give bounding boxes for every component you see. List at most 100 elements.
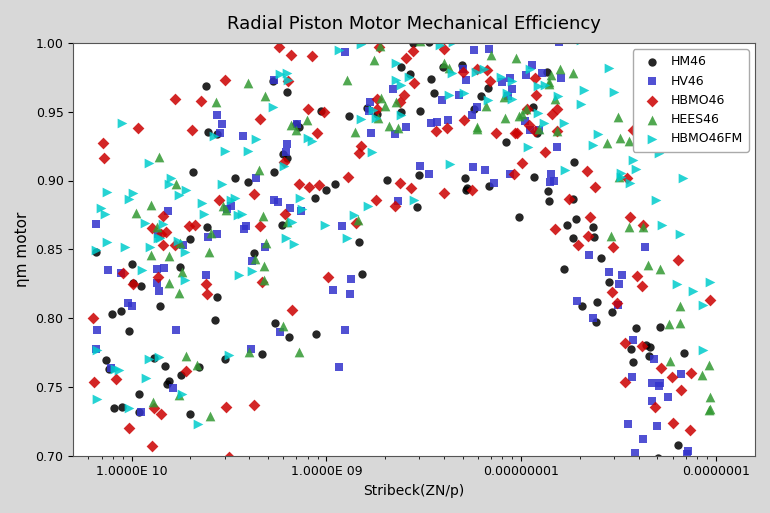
HEES46 bbox=[169, 181, 182, 189]
HBMO46FM bbox=[671, 280, 683, 288]
HBMO46 bbox=[256, 278, 268, 286]
HM46 bbox=[595, 253, 608, 262]
HM46 bbox=[229, 174, 242, 182]
HEES46 bbox=[219, 206, 232, 214]
HBMO46FM bbox=[532, 82, 544, 90]
HM46 bbox=[184, 235, 196, 243]
HBMO46 bbox=[123, 424, 136, 432]
HEES46 bbox=[259, 92, 271, 100]
HV46 bbox=[105, 364, 117, 372]
HBMO46 bbox=[530, 91, 542, 99]
HM46 bbox=[640, 341, 652, 349]
HM46 bbox=[268, 168, 280, 176]
HV46 bbox=[681, 500, 694, 508]
HBMO46 bbox=[648, 403, 661, 411]
HV46 bbox=[199, 270, 212, 279]
HEES46 bbox=[179, 351, 192, 360]
HBMO46 bbox=[169, 95, 182, 103]
HBMO46 bbox=[155, 230, 167, 239]
HBMO46FM bbox=[470, 68, 483, 76]
HBMO46FM bbox=[524, 65, 537, 73]
HV46 bbox=[675, 370, 687, 378]
HBMO46 bbox=[189, 221, 201, 229]
HEES46 bbox=[285, 121, 297, 129]
HM46 bbox=[381, 175, 393, 184]
HBMO46FM bbox=[351, 15, 363, 24]
HBMO46FM bbox=[122, 194, 135, 203]
HBMO46FM bbox=[652, 149, 665, 157]
HBMO46FM bbox=[179, 186, 192, 194]
HBMO46 bbox=[631, 271, 644, 280]
HBMO46FM bbox=[444, 91, 456, 100]
HM46 bbox=[371, 110, 383, 118]
HBMO46FM bbox=[280, 234, 293, 242]
HBMO46FM bbox=[434, 41, 447, 49]
HV46 bbox=[151, 279, 163, 287]
HBMO46 bbox=[194, 96, 206, 105]
HM46 bbox=[468, 105, 480, 113]
HM46 bbox=[587, 223, 599, 231]
HM46 bbox=[173, 263, 186, 271]
HV46 bbox=[603, 268, 615, 276]
HBMO46FM bbox=[302, 134, 314, 142]
HBMO46FM bbox=[91, 346, 103, 354]
HV46 bbox=[436, 96, 448, 104]
HBMO46 bbox=[572, 241, 584, 249]
HM46 bbox=[672, 441, 685, 449]
HV46 bbox=[389, 130, 401, 138]
HM46 bbox=[184, 410, 196, 418]
HBMO46 bbox=[529, 73, 541, 82]
HV46 bbox=[246, 258, 258, 266]
HEES46 bbox=[145, 201, 157, 209]
HBMO46 bbox=[618, 378, 631, 386]
HBMO46FM bbox=[615, 169, 628, 177]
HV46 bbox=[91, 326, 103, 334]
HM46 bbox=[460, 186, 472, 194]
HEES46 bbox=[533, 125, 545, 133]
HM46 bbox=[200, 83, 213, 91]
HM46 bbox=[425, 75, 437, 83]
HEES46 bbox=[641, 261, 654, 269]
HBMO46FM bbox=[627, 155, 639, 164]
HBMO46 bbox=[273, 43, 286, 51]
HEES46 bbox=[604, 232, 617, 240]
HBMO46 bbox=[87, 314, 99, 322]
HEES46 bbox=[379, 102, 391, 110]
HV46 bbox=[706, 500, 718, 508]
HBMO46FM bbox=[172, 237, 185, 245]
HEES46 bbox=[258, 262, 270, 270]
HBMO46 bbox=[588, 183, 601, 191]
HBMO46 bbox=[219, 75, 231, 84]
HV46 bbox=[646, 379, 658, 387]
HBMO46FM bbox=[286, 219, 298, 227]
HBMO46FM bbox=[92, 396, 104, 404]
HM46 bbox=[161, 380, 173, 388]
HBMO46FM bbox=[655, 221, 668, 229]
HBMO46 bbox=[607, 243, 619, 251]
HM46 bbox=[90, 248, 102, 256]
HM46 bbox=[407, 39, 420, 47]
HBMO46 bbox=[182, 222, 195, 230]
HBMO46 bbox=[624, 212, 637, 221]
HEES46 bbox=[152, 153, 165, 161]
HV46 bbox=[295, 207, 307, 215]
HBMO46 bbox=[509, 128, 521, 136]
HV46 bbox=[648, 355, 660, 363]
HBMO46 bbox=[407, 47, 419, 55]
HV46 bbox=[571, 298, 583, 306]
HBMO46 bbox=[117, 269, 129, 277]
HM46 bbox=[403, 69, 416, 77]
HBMO46 bbox=[303, 30, 316, 38]
HBMO46FM bbox=[340, 234, 353, 242]
HM46 bbox=[276, 221, 289, 229]
HV46 bbox=[333, 0, 345, 6]
HM46 bbox=[701, 482, 714, 490]
HBMO46FM bbox=[242, 147, 254, 155]
HBMO46 bbox=[286, 306, 298, 314]
HBMO46 bbox=[529, 127, 541, 135]
HV46 bbox=[326, 285, 339, 293]
HV46 bbox=[535, 69, 547, 77]
HM46 bbox=[267, 77, 280, 85]
HM46 bbox=[484, 182, 496, 190]
HM46 bbox=[679, 490, 691, 499]
